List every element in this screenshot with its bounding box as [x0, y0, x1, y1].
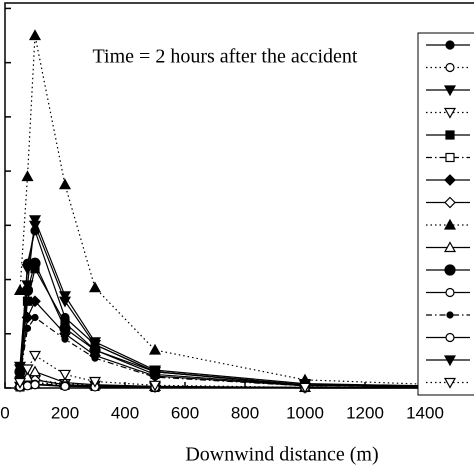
marker	[22, 381, 33, 391]
series-line	[19, 316, 456, 388]
marker	[445, 332, 455, 343]
marker	[446, 311, 454, 319]
marker	[28, 350, 42, 362]
marker	[28, 220, 42, 232]
marker	[21, 364, 34, 376]
marker	[88, 376, 102, 388]
x-tick-label: 1000	[286, 403, 324, 422]
series-line	[19, 35, 456, 386]
marker	[28, 365, 42, 377]
marker	[60, 381, 70, 391]
marker	[30, 380, 40, 390]
marker	[148, 380, 162, 392]
marker	[445, 152, 455, 163]
marker	[91, 354, 99, 362]
marker	[443, 355, 457, 367]
legend	[417, 32, 474, 396]
marker	[443, 241, 457, 253]
marker	[21, 170, 34, 182]
marker	[58, 296, 72, 308]
legend-box	[417, 32, 474, 396]
series-line	[19, 354, 456, 389]
marker	[444, 196, 456, 209]
marker	[28, 215, 42, 227]
marker	[21, 284, 34, 296]
x-tick-label: 1200	[346, 403, 384, 422]
marker	[148, 367, 162, 378]
marker	[58, 178, 72, 190]
marker	[58, 369, 72, 381]
marker	[148, 343, 162, 355]
marker	[13, 377, 27, 389]
marker	[61, 335, 69, 343]
marker	[444, 174, 456, 186]
marker	[445, 40, 455, 50]
marker	[443, 85, 457, 97]
series-line	[19, 219, 456, 387]
marker	[298, 382, 312, 394]
series-line	[19, 223, 456, 387]
marker	[445, 62, 455, 73]
x-tick-label: 200	[51, 403, 79, 422]
marker	[21, 264, 34, 275]
marker	[59, 322, 71, 334]
x-axis-label: Downwind distance (m)	[185, 444, 378, 466]
marker	[445, 130, 455, 140]
series-line	[19, 228, 456, 388]
x-tick-label: 400	[111, 403, 139, 422]
x-tick-label: 800	[231, 403, 259, 422]
marker	[23, 324, 32, 332]
marker	[29, 295, 41, 308]
chart-title: Time = 2 hours after the accident	[93, 46, 358, 68]
marker	[443, 107, 457, 119]
x-tick-label: 1400	[406, 403, 444, 422]
x-tick-label: 600	[171, 403, 199, 422]
marker	[445, 287, 455, 298]
marker	[88, 340, 102, 351]
marker	[443, 377, 457, 389]
x-tick-label: 0	[0, 403, 9, 422]
marker	[444, 264, 456, 276]
marker	[443, 218, 457, 230]
plot-series	[13, 29, 462, 395]
series-line	[19, 300, 456, 388]
series-line	[19, 261, 456, 388]
marker	[28, 29, 42, 41]
marker	[31, 313, 39, 322]
marker	[88, 281, 102, 293]
